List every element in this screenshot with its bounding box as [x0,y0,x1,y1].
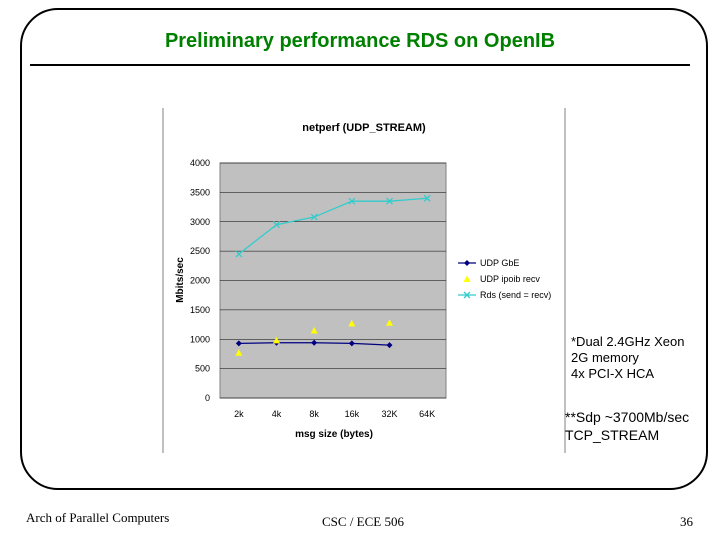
y-tick-label: 4000 [190,158,210,168]
y-tick-label: 0 [205,393,210,403]
data-point [310,326,318,334]
legend-label: Rds (send = recv) [480,290,551,300]
page-number: 36 [680,514,693,529]
data-point [348,340,355,347]
data-point [386,319,393,326]
chart-title: netperf (UDP_STREAM) [302,122,426,134]
note-line: *Dual 2.4GHz Xeon [571,334,685,349]
x-tick-label: 64K [419,409,435,419]
data-point [423,194,431,202]
slide-title: Preliminary performance RDS on OpenIB [164,30,556,52]
series-line [238,197,428,255]
y-tick-label: 2000 [190,276,210,286]
data-point [386,342,393,349]
y-axis-label: Mbits/sec [175,257,186,303]
footer-course: Arch of Parallel Computers [26,510,170,525]
data-point [464,260,470,266]
x-tick-label: 32K [381,409,397,419]
legend-label: UDP GbE [480,258,519,268]
x-tick-label: 8k [309,409,319,419]
data-point [348,319,356,327]
title-divider [30,64,690,66]
data-point [463,291,471,299]
data-point [235,250,243,258]
note-line: 2G memory [571,350,639,365]
y-tick-label: 3500 [190,187,210,197]
data-point [273,221,280,229]
data-point [310,213,318,221]
x-tick-label: 4k [272,409,282,419]
y-tick-label: 3000 [190,217,210,227]
note-line: **Sdp ~3700Mb/sec [565,409,690,425]
footer-center: CSC / ECE 506 [322,514,404,529]
data-point [273,336,280,344]
legend-label: UDP ipoib recv [480,274,540,284]
data-point [348,197,356,205]
data-point [386,197,393,205]
note-line: TCP_STREAM [565,427,660,443]
note-line: 4x PCI-X HCA [571,366,655,381]
data-point [463,275,471,282]
data-point [235,349,243,356]
x-axis-label: msg size (bytes) [295,429,373,440]
data-point [311,339,318,346]
hardware-notes: *Dual 2.4GHz Xeon 2G memory 4x PCI-X HCA [571,334,684,382]
sdp-notes: **Sdp ~3700Mb/sec TCP_STREAM [565,408,689,444]
data-point [235,340,242,347]
x-tick-label: 16k [345,409,360,419]
x-tick-label: 2k [234,409,244,419]
y-tick-label: 1500 [190,305,210,315]
slide-frame [20,8,708,490]
y-tick-label: 1000 [190,334,210,344]
y-tick-label: 2500 [190,246,210,256]
y-tick-label: 500 [195,364,210,374]
